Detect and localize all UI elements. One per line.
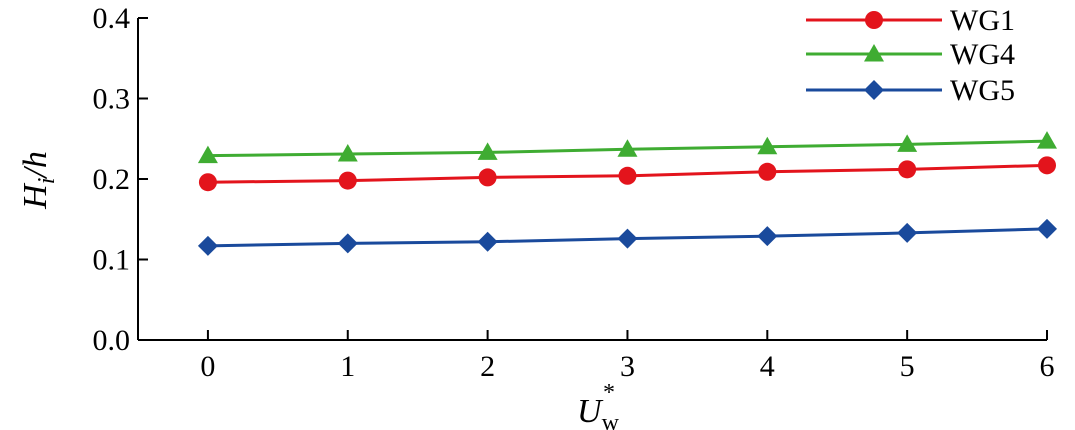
- y-axis-label: Hi/h: [17, 151, 60, 210]
- x-tick-label: 3: [620, 350, 635, 383]
- series-wg5: [197, 218, 1057, 256]
- data-point-wg4: [617, 139, 638, 157]
- data-point-wg5: [337, 233, 358, 254]
- data-point-wg1: [618, 166, 637, 185]
- y-tick-label: 0.1: [93, 244, 131, 277]
- x-axis-label: Uw*: [577, 380, 620, 430]
- data-point-wg1: [898, 160, 917, 179]
- axes: 0.0 0.1 0.2 0.3 0.4 0 1 2 3 4 5 6: [93, 2, 1055, 383]
- data-point-wg4: [1037, 131, 1057, 149]
- data-point-wg5: [617, 228, 638, 249]
- data-point-wg1: [1038, 156, 1056, 175]
- legend-label-wg4: WG4: [950, 38, 1015, 71]
- x-tick-label: 1: [340, 350, 355, 383]
- legend-label-wg1: WG1: [950, 4, 1015, 37]
- x-tick-label: 5: [900, 350, 915, 383]
- data-point-wg5: [897, 222, 918, 243]
- data-point-wg5: [757, 226, 778, 247]
- data-point-wg4: [337, 144, 358, 162]
- x-tick-label: 0: [200, 350, 215, 383]
- data-point-wg5: [197, 235, 218, 256]
- data-point-wg5: [1037, 218, 1057, 239]
- series-layer: [197, 131, 1057, 256]
- data-point-wg4: [757, 136, 778, 155]
- legend-item-wg5: WG5: [806, 74, 1015, 107]
- data-point-wg1: [758, 162, 777, 181]
- data-point-wg1: [198, 173, 217, 192]
- x-tick-label: 4: [760, 350, 775, 383]
- legend-marker-wg4: [864, 44, 884, 62]
- legend-item-wg1: WG1: [806, 4, 1015, 37]
- series-wg4: [197, 131, 1057, 164]
- data-point-wg4: [477, 142, 498, 160]
- legend-marker-wg1: [865, 11, 883, 29]
- legend-marker-wg5: [864, 80, 884, 100]
- y-tick-label: 0.3: [93, 83, 131, 116]
- data-point-wg4: [897, 134, 918, 152]
- data-point-wg4: [197, 145, 218, 164]
- data-point-wg1: [338, 171, 357, 190]
- y-tick-label: 0.0: [93, 324, 131, 357]
- x-tick-label: 6: [1040, 350, 1055, 383]
- data-point-wg1: [478, 168, 497, 187]
- data-point-wg5: [477, 231, 498, 252]
- x-tick-label: 2: [480, 350, 495, 383]
- y-tick-label: 0.4: [93, 2, 131, 35]
- y-tick-label: 0.2: [93, 163, 131, 196]
- legend-label-wg5: WG5: [950, 74, 1015, 107]
- series-wg1: [198, 156, 1056, 192]
- legend-item-wg4: WG4: [806, 38, 1015, 71]
